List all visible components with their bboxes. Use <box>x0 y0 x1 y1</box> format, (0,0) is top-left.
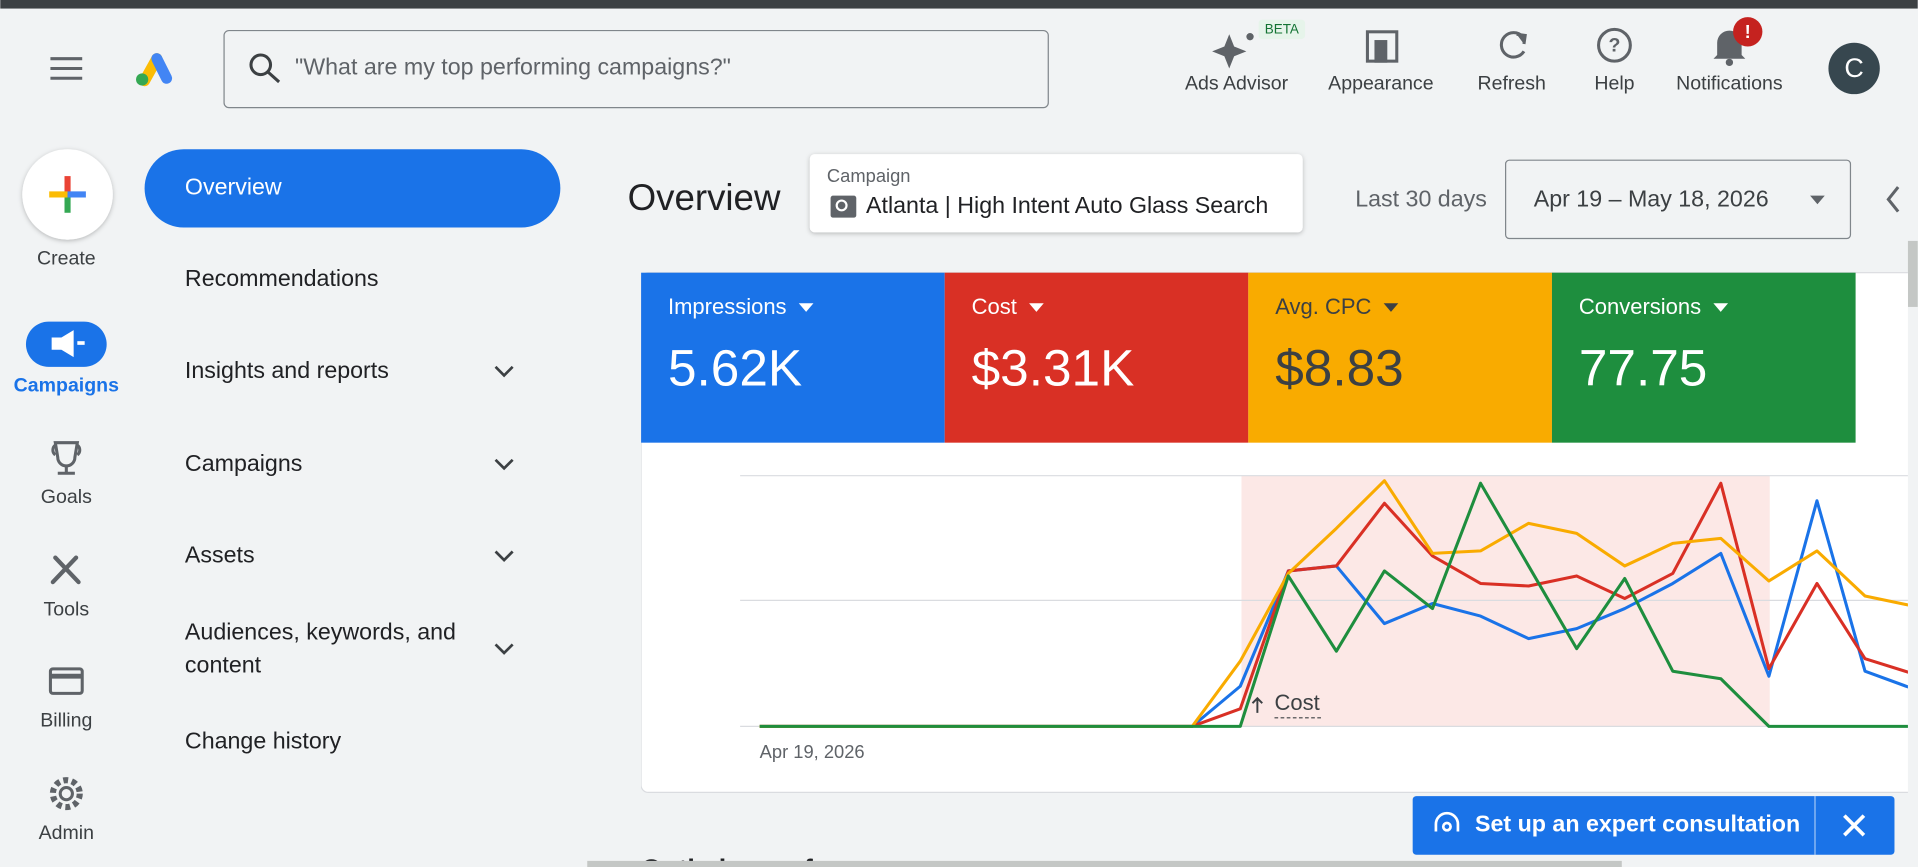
nav-item[interactable]: content <box>185 652 262 678</box>
page-title: Overview <box>628 177 781 218</box>
action-label[interactable]: Notifications <box>1676 73 1783 95</box>
nav-item[interactable]: Insights and reports <box>185 357 389 383</box>
action-label[interactable]: Refresh <box>1478 73 1546 95</box>
metric-dropdown <box>1713 303 1729 312</box>
nav-item[interactable]: Audiences, keywords, and <box>185 619 456 645</box>
metric-card[interactable] <box>1551 272 1856 443</box>
search-campaign-icon <box>830 195 857 218</box>
campaign-selector[interactable] <box>809 154 1303 233</box>
consultation-button[interactable] <box>1412 796 1895 855</box>
nav-chevron[interactable] <box>494 458 514 471</box>
metric-dropdown <box>1383 303 1399 312</box>
beta-badge <box>1258 19 1306 40</box>
rail-label[interactable]: Admin <box>39 822 94 844</box>
metric-value: $8.83 <box>1275 339 1404 396</box>
help-icon: ? <box>1597 27 1632 63</box>
date-range: Apr 19 – May 18, 2026 <box>1534 186 1769 212</box>
search-icon <box>249 53 281 84</box>
metric-name: Avg. CPC <box>1275 294 1371 319</box>
nav-item[interactable]: Recommendations <box>185 265 379 291</box>
rail-label[interactable]: Create <box>37 247 96 269</box>
vertical-scrollbar[interactable] <box>1907 240 1918 307</box>
campaign-name: Atlanta | High Intent Auto Glass Search <box>866 192 1268 218</box>
collapse-button[interactable] <box>1886 186 1900 213</box>
metric-value: $3.31K <box>972 339 1135 396</box>
nav-chevron[interactable] <box>494 365 514 378</box>
annotation-arrow <box>1251 696 1263 713</box>
svg-text:?: ? <box>1608 35 1620 57</box>
top-strip <box>0 0 1918 9</box>
series-line <box>759 481 1908 728</box>
tools-icon <box>50 555 81 585</box>
search-placeholder: "What are my top performing campaigns?" <box>295 54 731 80</box>
ads-logo[interactable] <box>136 53 173 87</box>
rail-label[interactable]: Tools <box>43 598 89 620</box>
goals-icon <box>51 441 82 475</box>
nav-chevron[interactable] <box>494 643 514 655</box>
rail-label[interactable]: Campaigns <box>14 375 119 397</box>
date-dropdown-arrow <box>1810 195 1825 205</box>
rail-label[interactable]: Goals <box>41 486 92 508</box>
menu-button[interactable] <box>50 57 83 80</box>
nav-item[interactable]: Assets <box>185 542 255 568</box>
action-label[interactable]: Appearance <box>1328 73 1433 95</box>
search-campaign-icon-glass <box>835 199 848 212</box>
campaign-label: Campaign <box>827 165 911 186</box>
x-tick-label: Apr 19, 2026 <box>760 741 865 762</box>
nav-selected[interactable] <box>144 149 561 228</box>
headset-icon <box>1434 811 1460 832</box>
metric-dropdown <box>798 303 814 312</box>
metric-name: Conversions <box>1579 294 1701 319</box>
search-box[interactable] <box>223 29 1049 109</box>
metric-value: 77.75 <box>1579 339 1708 396</box>
consultation-text: Set up an expert consultation <box>1475 811 1800 837</box>
metric-card[interactable] <box>641 272 945 443</box>
appearance-icon <box>1365 30 1399 63</box>
avatar-letter: C <box>1844 53 1863 83</box>
nav-item[interactable]: Overview <box>185 173 282 199</box>
create-plus <box>49 176 86 213</box>
close-button[interactable] <box>1843 814 1866 837</box>
range-label: Last 30 days <box>1355 186 1487 212</box>
metric-name: Cost <box>972 294 1017 319</box>
admin-icon <box>49 777 83 811</box>
notification-badge-text: ! <box>1745 21 1751 42</box>
rail-label[interactable]: Billing <box>40 710 92 732</box>
nav-chevron[interactable] <box>494 550 514 562</box>
billing-icon <box>48 667 84 695</box>
horizontal-scrollbar[interactable] <box>587 860 1622 867</box>
ads-advisor-icon <box>1212 33 1254 69</box>
action-label[interactable]: Ads Advisor <box>1185 73 1289 95</box>
notification-badge <box>1733 17 1763 47</box>
date-range-picker[interactable] <box>1505 159 1852 240</box>
nav-item[interactable]: Change history <box>185 727 342 753</box>
metric-dropdown <box>1029 303 1044 312</box>
metric-name: Impressions <box>668 294 787 319</box>
chart-annotation[interactable]: Cost <box>1274 690 1319 715</box>
metric-value: 5.62K <box>668 339 802 396</box>
avatar[interactable] <box>1828 42 1880 95</box>
refresh-icon <box>1499 31 1527 59</box>
action-label[interactable]: Help <box>1594 73 1634 95</box>
metric-card[interactable] <box>944 272 1249 443</box>
beta-badge-text: BETA <box>1265 22 1299 37</box>
campaigns-icon <box>51 330 85 358</box>
nav-item[interactable]: Campaigns <box>185 450 302 476</box>
metric-card[interactable] <box>1248 272 1552 443</box>
